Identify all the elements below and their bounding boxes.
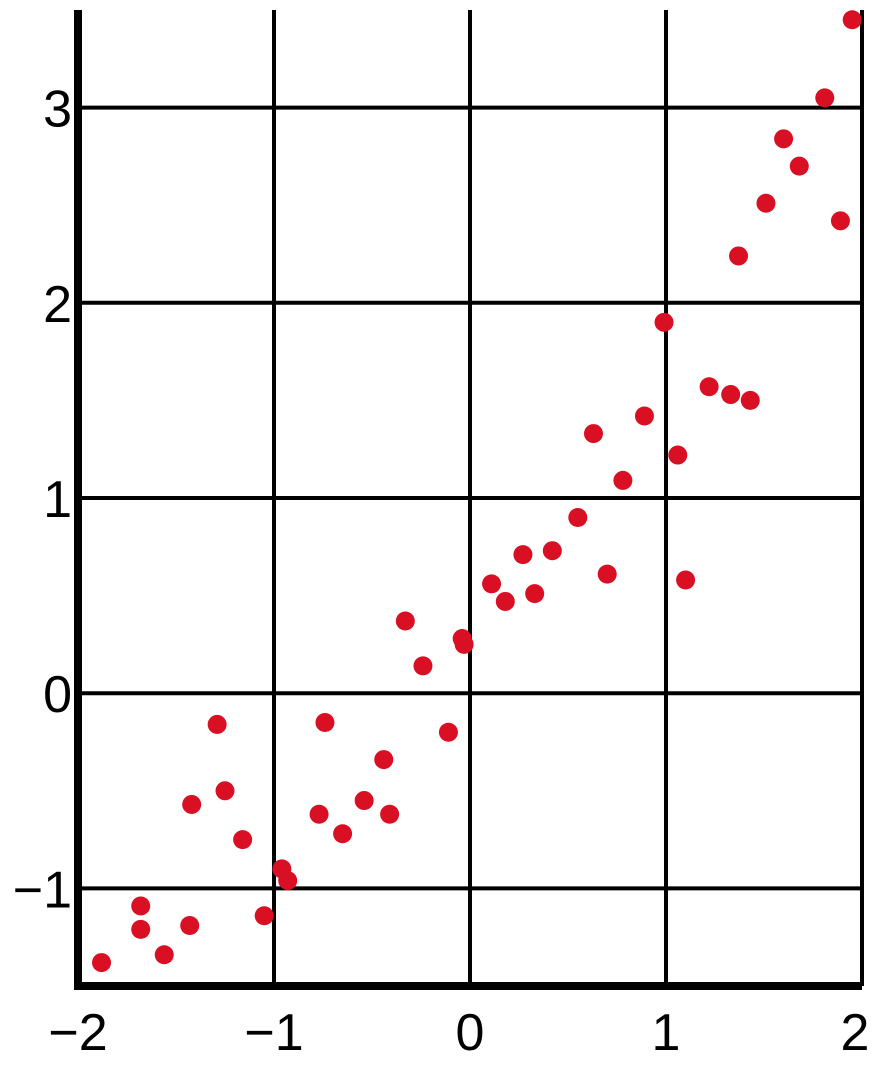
data-point bbox=[131, 896, 151, 916]
data-point bbox=[789, 156, 809, 176]
data-point bbox=[676, 570, 696, 590]
data-point bbox=[842, 10, 862, 30]
x-tick-label: 2 bbox=[841, 1004, 870, 1062]
tick-labels: −2 −1 0 1 2 −1 0 1 2 3 bbox=[13, 81, 870, 1062]
data-point bbox=[180, 915, 200, 935]
data-point bbox=[354, 791, 374, 811]
y-tick-label: 2 bbox=[43, 276, 72, 334]
data-point bbox=[568, 508, 588, 528]
data-point bbox=[154, 945, 174, 965]
data-point bbox=[815, 88, 835, 108]
x-tick-label: 0 bbox=[456, 1004, 485, 1062]
x-tick-label: −2 bbox=[48, 1004, 107, 1062]
data-point bbox=[513, 545, 533, 565]
data-point bbox=[333, 824, 353, 844]
data-point bbox=[525, 584, 545, 604]
data-point bbox=[756, 193, 776, 213]
data-point bbox=[668, 445, 688, 465]
data-point bbox=[740, 390, 760, 410]
data-point bbox=[254, 906, 274, 926]
data-point bbox=[495, 591, 515, 611]
data-point bbox=[413, 656, 433, 676]
data-point bbox=[131, 919, 151, 939]
data-point bbox=[315, 712, 335, 732]
data-point bbox=[454, 634, 474, 654]
data-point bbox=[395, 611, 415, 631]
data-point bbox=[721, 385, 741, 405]
data-point bbox=[613, 470, 633, 490]
data-point bbox=[233, 830, 253, 850]
data-point bbox=[309, 804, 329, 824]
data-point bbox=[215, 781, 235, 801]
y-tick-label: 3 bbox=[43, 81, 72, 139]
y-tick-label: 1 bbox=[43, 471, 72, 529]
data-point bbox=[92, 953, 112, 973]
grid bbox=[78, 10, 864, 986]
axes bbox=[74, 10, 862, 990]
y-tick-label: 0 bbox=[43, 666, 72, 724]
data-point bbox=[583, 424, 603, 444]
data-point bbox=[482, 574, 502, 594]
data-point bbox=[182, 794, 202, 814]
data-point bbox=[542, 541, 562, 561]
data-point bbox=[729, 246, 749, 266]
y-tick-label: −1 bbox=[13, 861, 72, 919]
data-points bbox=[92, 10, 862, 973]
x-tick-label: −1 bbox=[244, 1004, 303, 1062]
data-point bbox=[830, 211, 850, 231]
data-point bbox=[438, 722, 458, 742]
data-point bbox=[374, 750, 394, 770]
data-point bbox=[278, 871, 298, 891]
data-point bbox=[380, 804, 400, 824]
x-tick-label: 1 bbox=[652, 1004, 681, 1062]
data-point bbox=[634, 406, 654, 426]
data-point bbox=[597, 564, 617, 584]
data-point bbox=[207, 714, 227, 734]
data-point bbox=[774, 129, 794, 149]
data-point bbox=[699, 377, 719, 397]
data-point bbox=[654, 312, 674, 332]
